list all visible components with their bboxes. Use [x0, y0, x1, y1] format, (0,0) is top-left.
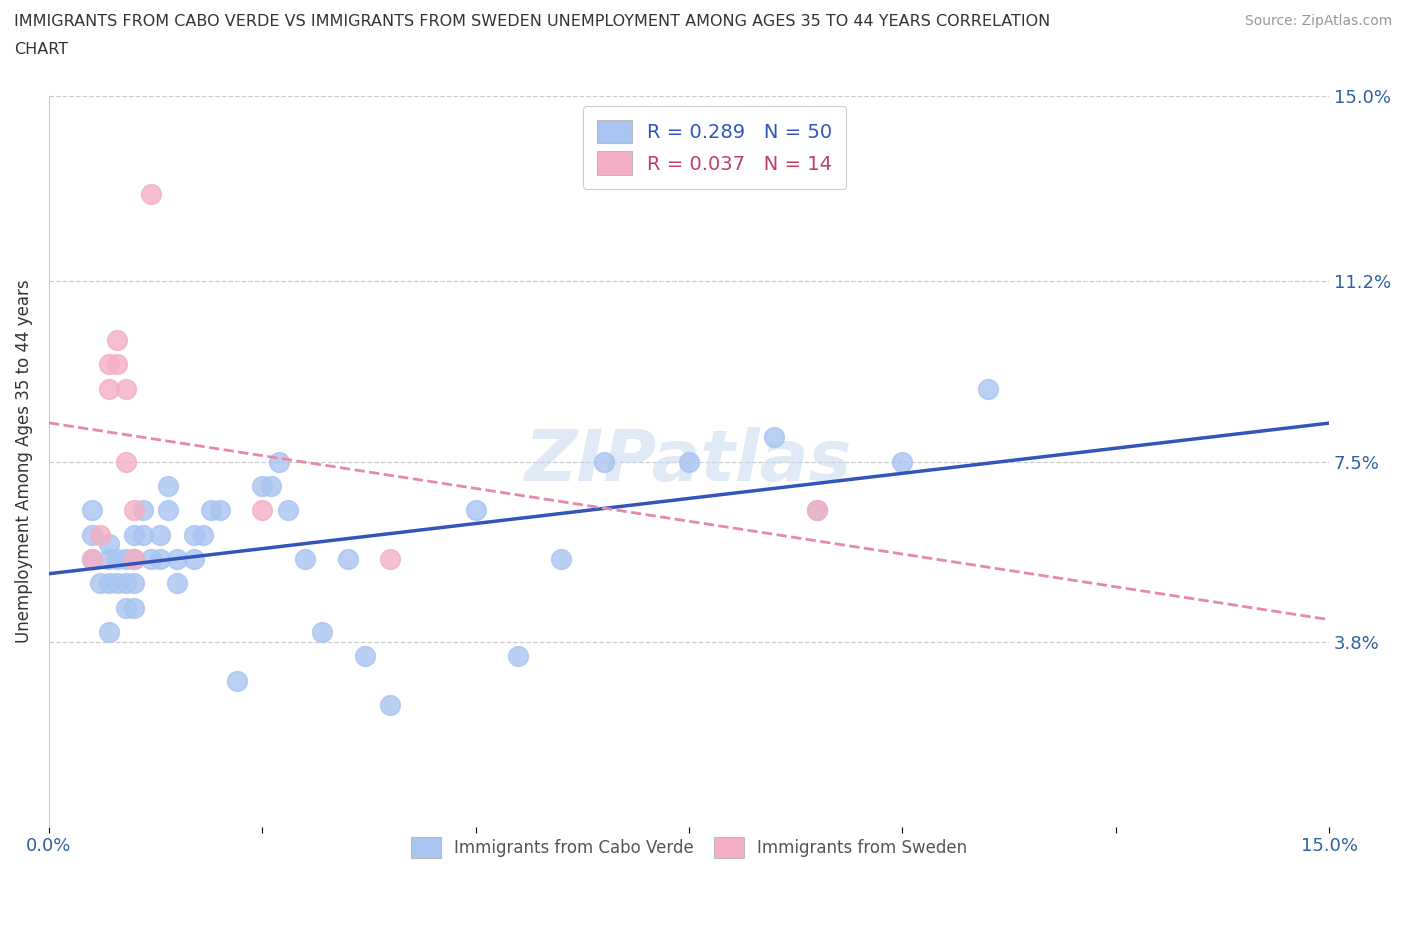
Point [124, 527, 146, 542]
Point [763, 430, 786, 445]
Point [124, 551, 146, 566]
Point [277, 503, 299, 518]
Point [464, 503, 486, 518]
Point [183, 527, 205, 542]
Point [336, 551, 359, 566]
Legend: Immigrants from Cabo Verde, Immigrants from Sweden: Immigrants from Cabo Verde, Immigrants f… [399, 826, 979, 870]
Point [208, 503, 231, 518]
Point [80, 551, 103, 566]
Point [124, 551, 146, 566]
Point [157, 503, 180, 518]
Y-axis label: Unemployment Among Ages 35 to 44 years: Unemployment Among Ages 35 to 44 years [15, 280, 32, 644]
Point [89, 576, 111, 591]
Point [149, 551, 172, 566]
Point [97, 537, 120, 551]
Point [508, 649, 530, 664]
Point [806, 503, 828, 518]
Point [166, 576, 188, 591]
Point [183, 551, 205, 566]
Point [132, 503, 155, 518]
Text: CHART: CHART [14, 42, 67, 57]
Point [105, 357, 128, 372]
Text: Source: ZipAtlas.com: Source: ZipAtlas.com [1244, 14, 1392, 28]
Point [252, 478, 274, 493]
Point [114, 381, 136, 396]
Point [141, 186, 163, 201]
Point [225, 673, 247, 688]
Point [114, 600, 136, 615]
Point [149, 527, 172, 542]
Point [166, 551, 188, 566]
Point [80, 527, 103, 542]
Point [124, 576, 146, 591]
Point [592, 454, 614, 469]
Point [124, 600, 146, 615]
Point [105, 332, 128, 347]
Point [311, 625, 333, 640]
Point [124, 503, 146, 518]
Point [97, 357, 120, 372]
Text: IMMIGRANTS FROM CABO VERDE VS IMMIGRANTS FROM SWEDEN UNEMPLOYMENT AMONG AGES 35 : IMMIGRANTS FROM CABO VERDE VS IMMIGRANTS… [14, 14, 1050, 29]
Point [269, 454, 291, 469]
Point [80, 503, 103, 518]
Point [105, 576, 128, 591]
Point [200, 503, 222, 518]
Point [89, 527, 111, 542]
Point [114, 576, 136, 591]
Point [353, 649, 375, 664]
Point [80, 551, 103, 566]
Point [97, 625, 120, 640]
Point [976, 381, 998, 396]
Point [260, 478, 283, 493]
Point [132, 527, 155, 542]
Point [380, 698, 402, 712]
Point [97, 551, 120, 566]
Point [157, 478, 180, 493]
Point [97, 381, 120, 396]
Point [191, 527, 214, 542]
Point [380, 551, 402, 566]
Point [891, 454, 914, 469]
Point [114, 551, 136, 566]
Point [678, 454, 700, 469]
Text: ZIPatlas: ZIPatlas [526, 427, 852, 496]
Point [97, 576, 120, 591]
Point [105, 551, 128, 566]
Point [114, 454, 136, 469]
Point [294, 551, 316, 566]
Point [141, 551, 163, 566]
Point [806, 503, 828, 518]
Point [550, 551, 572, 566]
Point [252, 503, 274, 518]
